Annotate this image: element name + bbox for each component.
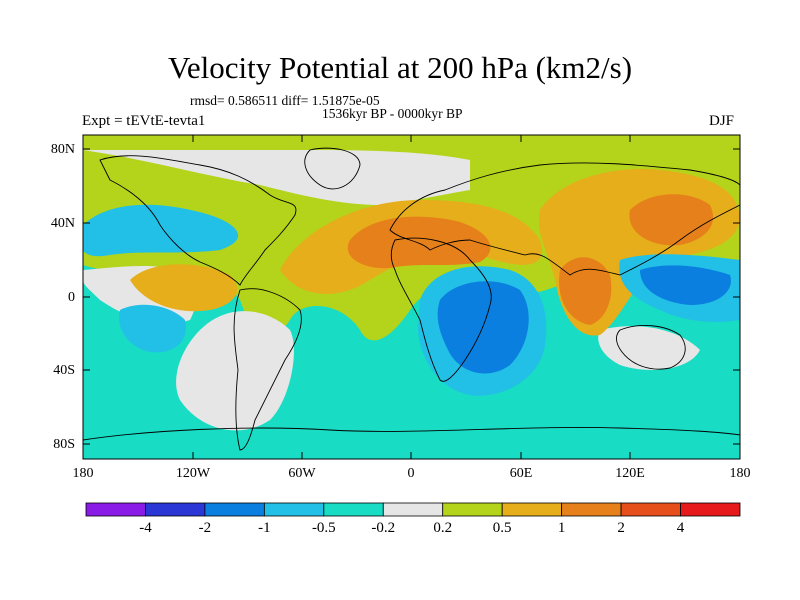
xtick-label: 180: [729, 466, 751, 481]
core-west-pacific: [640, 265, 731, 305]
colorbar-label: 1: [557, 520, 566, 536]
colorbar-box: [680, 502, 741, 517]
coastline-africa: [390, 237, 492, 382]
season-label: DJF: [709, 113, 735, 129]
xtick-label: 0: [407, 466, 415, 481]
colorbar-label: -4: [139, 520, 152, 536]
coastline-eurasia: [389, 162, 740, 276]
colorbar-label: -2: [198, 520, 212, 536]
neutral-region-north: [83, 150, 470, 205]
coastline-south-america: [233, 288, 302, 451]
colorbar-label: -1: [258, 520, 271, 536]
colorbar-box: [620, 502, 681, 517]
colorbar-box: [323, 502, 384, 517]
colorbar-label: 4: [676, 520, 685, 536]
xtick-label: 60W: [288, 466, 316, 481]
blue-pacific-north: [83, 204, 239, 257]
colorbar-box: [501, 502, 563, 517]
period-label: 1536kyr BP - 0000kyr BP: [322, 106, 463, 121]
colorbar-box: [145, 502, 206, 517]
ytick-label: 80N: [50, 142, 75, 157]
colorbar-box: [263, 502, 325, 517]
experiment-label: Expt = tEVtE-tevta1: [82, 113, 206, 129]
ytick-label: 40N: [50, 216, 75, 231]
colorbar-label: -0.2: [371, 520, 396, 536]
colorbar-label: 2: [617, 520, 625, 536]
xtick-label: 180: [72, 466, 94, 481]
orange-east-pacific: [130, 264, 238, 312]
core-north-africa: [347, 216, 491, 269]
ytick-label: 80S: [53, 437, 75, 452]
blue-central-pacific: [119, 304, 186, 353]
core-east-asia: [629, 194, 714, 246]
colorbar-label: -0.5: [311, 520, 336, 536]
chart-title: Velocity Potential at 200 hPa (km2/s): [167, 50, 633, 85]
xtick-label: 120W: [175, 466, 211, 481]
xtick-label: 60E: [509, 466, 533, 481]
stats-line: rmsd= 0.586511 diff= 1.51875e-05: [190, 93, 380, 108]
axis-ticks: [83, 135, 740, 459]
ytick-label: 0: [68, 290, 75, 305]
colorbar-box: [442, 502, 503, 517]
coastline-greenland: [304, 147, 361, 190]
colorbar-box: [382, 502, 444, 517]
coastline-north-america: [99, 155, 297, 286]
colorbar-box: [85, 502, 146, 517]
coastline-antarctica: [83, 426, 740, 441]
xtick-label: 120E: [615, 466, 645, 481]
colorbar-label: 0.5: [492, 520, 512, 536]
contour-field: [83, 135, 740, 459]
colorbar-box: [204, 502, 265, 517]
neutral-region-west-pacific: [598, 326, 700, 370]
colorbar-label: 0.2: [433, 520, 453, 536]
core-indian-ocean: [437, 281, 529, 374]
colorbar: [85, 502, 741, 517]
coastline-australia: [616, 325, 686, 370]
coastlines: [83, 147, 740, 451]
colorbar-box: [561, 502, 622, 517]
ytick-label: 40S: [53, 363, 75, 378]
